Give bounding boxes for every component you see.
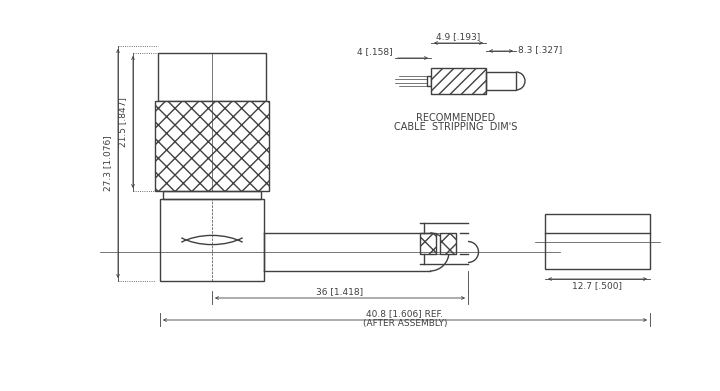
Bar <box>155 101 269 191</box>
Bar <box>431 68 486 94</box>
Bar <box>427 76 431 86</box>
Text: 27.3 [1.076]: 27.3 [1.076] <box>103 136 112 191</box>
Bar <box>440 233 456 254</box>
Text: 4 [.158]: 4 [.158] <box>357 47 393 56</box>
Text: 12.7 [.500]: 12.7 [.500] <box>572 281 623 290</box>
Bar <box>155 101 269 191</box>
Bar <box>163 191 261 199</box>
Text: 4.9 [.193]: 4.9 [.193] <box>436 32 481 41</box>
Text: RECOMMENDED: RECOMMENDED <box>416 113 495 123</box>
Text: CABLE  STRIPPING  DIM'S: CABLE STRIPPING DIM'S <box>394 122 517 132</box>
Bar <box>431 68 486 94</box>
Bar <box>160 199 264 281</box>
Bar <box>486 72 516 90</box>
Text: 8.3 [.327]: 8.3 [.327] <box>518 45 562 54</box>
Text: (AFTER ASSEMBLY): (AFTER ASSEMBLY) <box>363 319 447 328</box>
Bar <box>420 233 436 254</box>
Text: 21.5 [.847]: 21.5 [.847] <box>118 97 127 147</box>
Bar <box>440 233 456 254</box>
Bar <box>158 53 266 101</box>
Bar <box>436 233 440 254</box>
Bar <box>420 233 436 254</box>
Bar <box>545 214 650 269</box>
Text: 40.8 [1.606] REF.: 40.8 [1.606] REF. <box>366 309 444 318</box>
Text: 36 [1.418]: 36 [1.418] <box>316 287 364 296</box>
